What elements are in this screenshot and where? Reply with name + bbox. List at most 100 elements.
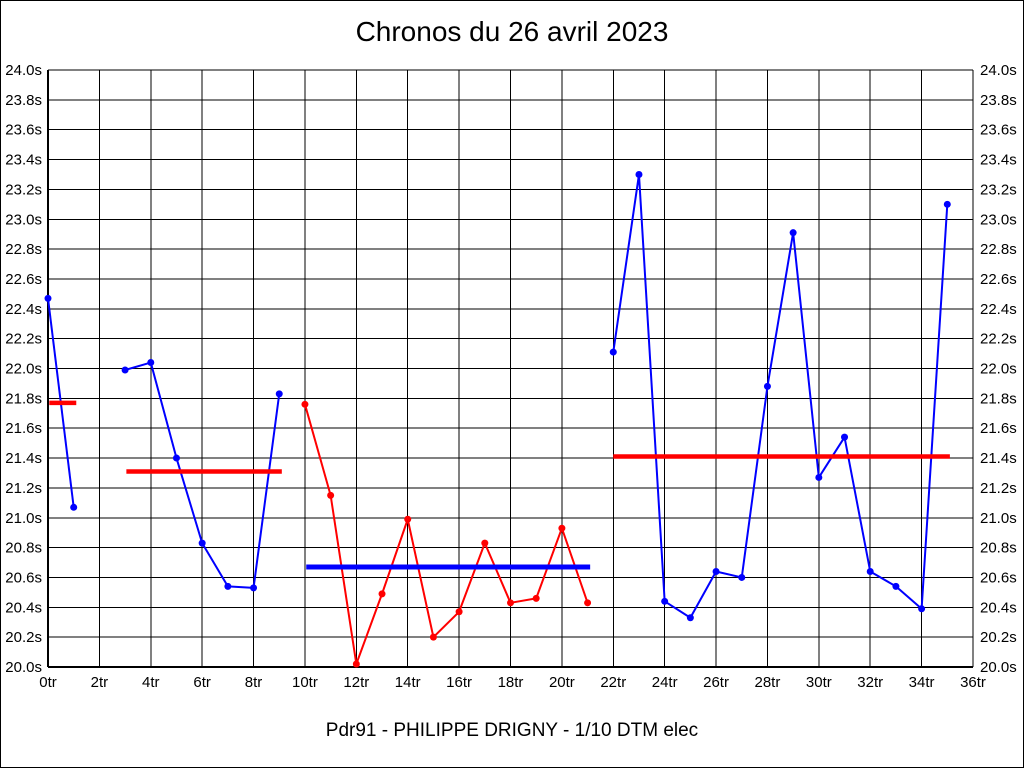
lap-marker — [661, 597, 669, 605]
svg-text:21.0s: 21.0s — [5, 510, 42, 527]
run-4-line — [612, 173, 949, 619]
svg-text:22.2s: 22.2s — [980, 331, 1017, 348]
svg-text:23.8s: 23.8s — [5, 92, 42, 109]
svg-text:6tr: 6tr — [193, 674, 211, 691]
svg-text:28tr: 28tr — [755, 674, 781, 691]
x-axis-labels: 0tr 2tr 4tr 6tr 8tr 10tr 12tr 14tr 16tr 18tr 20tr 2… — [39, 674, 986, 691]
svg-text:20.0s: 20.0s — [5, 659, 42, 676]
svg-text:23.4s: 23.4s — [5, 152, 42, 169]
svg-text:14tr: 14tr — [395, 674, 421, 691]
axes — [47, 70, 973, 668]
svg-text:20.0s: 20.0s — [980, 659, 1017, 676]
svg-text:4tr: 4tr — [142, 674, 160, 691]
lap-marker — [172, 454, 180, 462]
svg-text:20.6s: 20.6s — [980, 569, 1017, 586]
lap-marker — [481, 539, 489, 547]
svg-text:21.2s: 21.2s — [5, 480, 42, 497]
driver-info-caption: Pdr91 - PHILIPPE DRIGNY - 1/10 DTM elec — [325, 720, 699, 741]
svg-text:32tr: 32tr — [857, 674, 883, 691]
lap-marker — [121, 366, 129, 374]
svg-text:22.8s: 22.8s — [980, 241, 1017, 258]
lap-marker — [250, 584, 258, 592]
lap-marker — [147, 359, 155, 367]
svg-text:0tr: 0tr — [39, 674, 57, 691]
svg-text:21.8s: 21.8s — [980, 390, 1017, 407]
svg-text:23.2s: 23.2s — [980, 181, 1017, 198]
lap-marker — [224, 582, 232, 590]
svg-text:22.6s: 22.6s — [980, 271, 1017, 288]
svg-text:21.4s: 21.4s — [5, 450, 42, 467]
svg-text:20.8s: 20.8s — [5, 540, 42, 557]
lap-marker — [738, 573, 746, 581]
svg-text:22.2s: 22.2s — [5, 331, 42, 348]
svg-text:16tr: 16tr — [446, 674, 472, 691]
y-axis-labels-left: 24.0s 23.8s 23.6s 23.4s 23.2s 23.0s 22.8s 22.6s… — [5, 62, 42, 676]
svg-text:21.6s: 21.6s — [980, 420, 1017, 437]
grid-lines — [47, 69, 974, 668]
svg-text:23.2s: 23.2s — [5, 181, 42, 198]
svg-text:23.6s: 23.6s — [980, 122, 1017, 139]
lap-marker — [609, 348, 617, 356]
svg-text:20.8s: 20.8s — [980, 540, 1017, 557]
lap-marker — [841, 433, 849, 441]
lap-marker — [918, 605, 926, 613]
lap-marker — [507, 599, 514, 607]
svg-text:12tr: 12tr — [343, 674, 369, 691]
svg-text:21.2s: 21.2s — [980, 480, 1017, 497]
svg-text:22.6s: 22.6s — [5, 271, 42, 288]
y-axis-labels-right: 24.0s 23.8s 23.6s 23.4s 23.2s 23.0s 22.8s 22.6s… — [980, 62, 1017, 676]
lap-marker — [635, 170, 643, 178]
svg-text:18tr: 18tr — [498, 674, 524, 691]
svg-text:23.8s: 23.8s — [980, 92, 1017, 109]
lap-marker — [584, 599, 592, 607]
run-4-laps — [609, 170, 951, 622]
svg-text:21.0s: 21.0s — [980, 510, 1017, 527]
svg-text:20tr: 20tr — [549, 674, 575, 691]
svg-text:20.4s: 20.4s — [980, 599, 1017, 616]
svg-text:20.2s: 20.2s — [980, 629, 1017, 646]
lap-marker — [686, 614, 694, 622]
svg-text:23.0s: 23.0s — [980, 211, 1017, 228]
svg-text:21.6s: 21.6s — [5, 420, 42, 437]
svg-text:2tr: 2tr — [91, 674, 109, 691]
lap-marker — [198, 539, 206, 547]
svg-text:10tr: 10tr — [292, 674, 318, 691]
svg-text:36tr: 36tr — [960, 674, 986, 691]
run-3-laps — [301, 400, 592, 668]
lap-marker — [866, 567, 874, 575]
svg-text:20.2s: 20.2s — [5, 629, 42, 646]
lap-marker — [327, 491, 335, 499]
svg-text:22.0s: 22.0s — [980, 361, 1017, 378]
lap-marker — [763, 382, 771, 390]
chart-title: Chronos du 26 avril 2023 — [355, 16, 669, 47]
lap-marker — [275, 390, 283, 398]
lap-marker — [789, 229, 797, 237]
svg-text:23.4s: 23.4s — [980, 152, 1017, 169]
svg-text:24.0s: 24.0s — [980, 62, 1017, 79]
lap-marker — [455, 608, 463, 616]
lap-marker — [378, 590, 386, 598]
lap-marker — [429, 633, 437, 641]
svg-text:23.0s: 23.0s — [5, 211, 42, 228]
lap-marker — [943, 200, 951, 208]
run-3-line — [303, 404, 589, 666]
svg-text:26tr: 26tr — [703, 674, 729, 691]
svg-text:22.0s: 22.0s — [5, 361, 42, 378]
svg-text:22.4s: 22.4s — [980, 301, 1017, 318]
svg-text:34tr: 34tr — [909, 674, 935, 691]
svg-text:22.4s: 22.4s — [5, 301, 42, 318]
lap-marker — [712, 567, 720, 575]
svg-text:8tr: 8tr — [245, 674, 263, 691]
lap-marker — [44, 294, 52, 302]
svg-text:21.4s: 21.4s — [980, 450, 1017, 467]
svg-text:20.6s: 20.6s — [5, 569, 42, 586]
svg-text:24tr: 24tr — [652, 674, 678, 691]
lap-marker — [815, 473, 823, 481]
lap-marker — [352, 660, 360, 668]
lap-marker — [70, 503, 78, 511]
svg-text:22.8s: 22.8s — [5, 241, 42, 258]
lap-marker — [404, 515, 412, 523]
svg-text:30tr: 30tr — [806, 674, 832, 691]
